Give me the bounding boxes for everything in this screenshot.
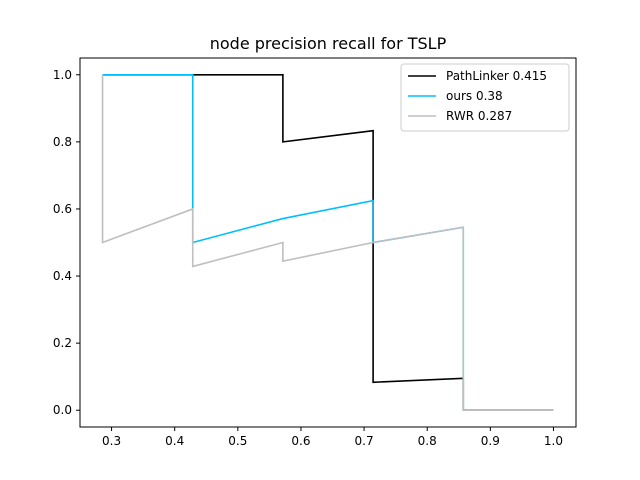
series-layer — [101, 73, 554, 412]
y-tick-label: 0.6 — [53, 202, 72, 216]
x-tick-label: 0.9 — [481, 434, 500, 448]
y-axis: 0.0 0.2 0.4 0.6 0.8 1.0 — [53, 68, 80, 417]
y-tick-label: 1.0 — [53, 68, 72, 82]
x-tick-label: 1.0 — [544, 434, 563, 448]
y-tick-label: 0.8 — [53, 135, 72, 149]
y-tick-label: 0.0 — [53, 403, 72, 417]
x-tick-label: 0.4 — [165, 434, 184, 448]
x-tick-label: 0.8 — [418, 434, 437, 448]
y-tick-label: 0.2 — [53, 336, 72, 350]
legend-frame — [400, 63, 570, 132]
x-tick-label: 0.6 — [291, 434, 310, 448]
y-tick-label: 0.4 — [53, 269, 72, 283]
x-tick-label: 0.7 — [355, 434, 374, 448]
x-axis: 0.3 0.4 0.5 0.6 0.7 0.8 0.9 1.0 — [102, 427, 563, 448]
legend-label-0: PathLinker 0.415 — [446, 69, 547, 83]
plot-frame — [79, 57, 577, 428]
series-line-2 — [101, 74, 554, 412]
legend-label-2: RWR 0.287 — [446, 109, 512, 123]
x-tick-label: 0.3 — [102, 434, 121, 448]
legend: PathLinker 0.415 ours 0.38 RWR 0.287 — [400, 63, 570, 132]
legend-label-1: ours 0.38 — [446, 89, 503, 103]
x-tick-label: 0.5 — [228, 434, 247, 448]
chart-title: node precision recall for TSLP — [210, 34, 447, 53]
